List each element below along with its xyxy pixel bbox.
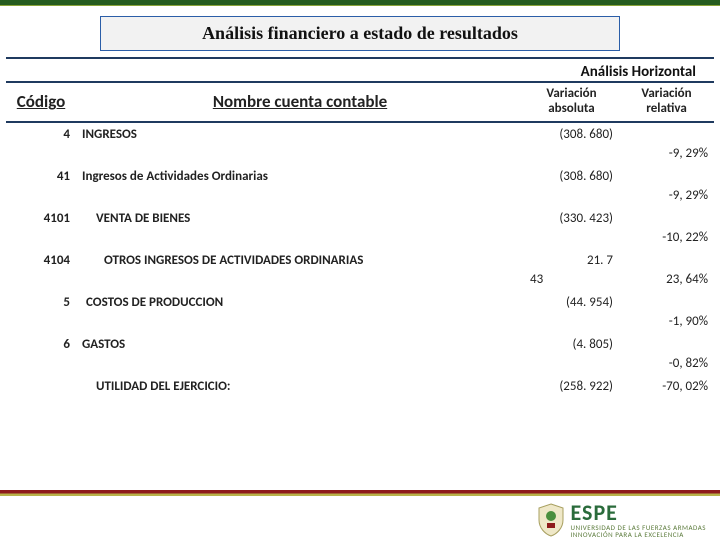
cell-abs-prefix [524,230,619,249]
cell-codigo: 4 [6,122,76,146]
espe-logo: ESPE UNIVERSIDAD DE LAS FUERZAS ARMADAS … [537,502,706,538]
cell-empty [6,230,76,249]
cell-rel-empty [619,165,714,188]
cell-rel: -10, 22% [619,230,714,249]
cell-rel: -1, 90% [619,314,714,333]
page-title: Análisis financiero a estado de resultad… [100,16,620,51]
table-row: 41Ingresos de Actividades Ordinarias(308… [6,165,714,188]
table-row: 6GASTOS(4. 805) [6,333,714,356]
cell-abs: (330. 423) [524,207,619,230]
cell-empty [6,146,76,165]
analysis-horizontal-label: Análisis Horizontal [0,59,720,81]
cell-rel-empty [619,291,714,314]
cell-empty [6,356,76,375]
col-var-rel-l2: relativa [625,102,708,117]
cell-abs-prefix [524,146,619,165]
table-row: 4104OTROS INGRESOS DE ACTIVIDADES ORDINA… [6,249,714,272]
table-row: -1, 90% [6,314,714,333]
cell-empty [6,272,76,291]
cell-rel-empty [619,207,714,230]
cell-rel: -0, 82% [619,356,714,375]
cell-abs-prefix: 43 [524,272,619,291]
table-row: 4323, 64% [6,272,714,291]
cell-codigo: 6 [6,333,76,356]
cell-nombre: Ingresos de Actividades Ordinarias [76,165,524,188]
cell-empty [6,314,76,333]
cell-codigo: 5 [6,291,76,314]
cell-codigo [6,375,76,398]
table-row: 5COSTOS DE PRODUCCION(44. 954) [6,291,714,314]
cell-abs-prefix [524,356,619,375]
col-var-abs-l2: absoluta [530,102,613,117]
cell-rel: 23, 64% [619,272,714,291]
cell-abs: (4. 805) [524,333,619,356]
cell-nombre: UTILIDAD DEL EJERCICIO: [76,375,524,398]
logo-text: ESPE [571,502,706,524]
financial-table: Código Nombre cuenta contable Variación … [6,81,714,398]
cell-nombre: GASTOS [76,333,524,356]
cell-abs-prefix [524,188,619,207]
table-row: 4INGRESOS(308. 680) [6,122,714,146]
table-row: 4101VENTA DE BIENES(330. 423) [6,207,714,230]
cell-empty [6,188,76,207]
cell-empty [76,146,524,165]
cell-empty [76,314,524,333]
espe-text: ESPE UNIVERSIDAD DE LAS FUERZAS ARMADAS … [571,502,706,538]
cell-empty [76,356,524,375]
table-row: UTILIDAD DEL EJERCICIO:(258. 922)-70, 02… [6,375,714,398]
cell-rel-empty [619,333,714,356]
cell-rel: -9, 29% [619,188,714,207]
cell-rel-empty [619,249,714,272]
cell-codigo: 4104 [6,249,76,272]
logo-tagline: INNOVACIÓN PARA LA EXCELENCIA [571,531,706,538]
col-var-rel-l1: Variación [625,87,708,102]
col-codigo: Código [6,82,76,122]
cell-rel: -70, 02% [619,375,714,398]
shield-icon [537,503,565,537]
cell-empty [76,230,524,249]
cell-nombre: COSTOS DE PRODUCCION [76,291,524,314]
cell-empty [76,272,524,291]
cell-codigo: 4101 [6,207,76,230]
col-nombre: Nombre cuenta contable [76,82,524,122]
footer-accent-bar [0,490,720,496]
cell-abs-prefix [524,314,619,333]
col-var-abs-l1: Variación [530,87,613,102]
col-var-rel: Variación relativa [619,82,714,122]
cell-abs: (44. 954) [524,291,619,314]
cell-rel: -9, 29% [619,146,714,165]
table-row: -10, 22% [6,230,714,249]
cell-nombre: OTROS INGRESOS DE ACTIVIDADES ORDINARIAS [76,249,524,272]
table-row: -9, 29% [6,188,714,207]
cell-empty [76,188,524,207]
cell-abs: (308. 680) [524,165,619,188]
cell-nombre: VENTA DE BIENES [76,207,524,230]
top-accent-bar [0,0,720,6]
cell-abs: (258. 922) [524,375,619,398]
table-row: -9, 29% [6,146,714,165]
cell-rel-empty [619,122,714,146]
table-row: -0, 82% [6,356,714,375]
col-var-abs: Variación absoluta [524,82,619,122]
cell-codigo: 41 [6,165,76,188]
cell-abs: 21. 7 [524,249,619,272]
table-header-row: Código Nombre cuenta contable Variación … [6,82,714,122]
cell-nombre: INGRESOS [76,122,524,146]
cell-abs: (308. 680) [524,122,619,146]
